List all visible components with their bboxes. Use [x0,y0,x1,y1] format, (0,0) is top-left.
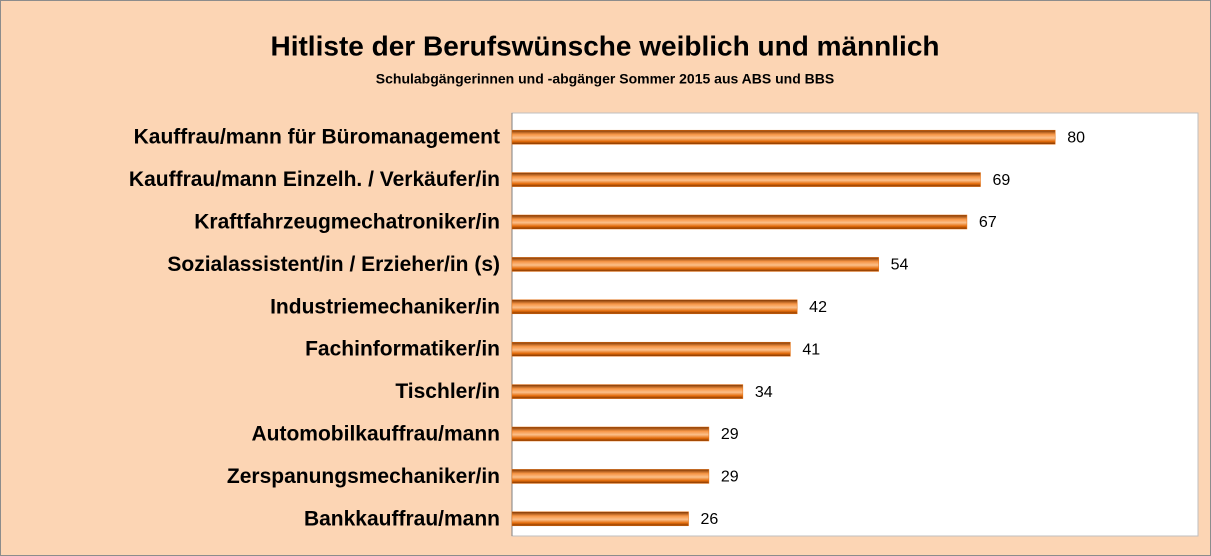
bar [511,172,981,187]
value-label: 29 [721,426,739,443]
y-tick-label: Tischler/in [395,380,500,403]
bar [511,426,710,442]
value-label: 34 [755,384,773,401]
y-tick-label: Fachinformatiker/in [305,338,500,361]
value-label: 41 [802,341,820,358]
value-label: 80 [1067,129,1085,146]
y-tick-label: Zerspanungsmechaniker/in [227,465,500,488]
y-tick-label: Kauffrau/mann für Büromanagement [134,126,500,149]
y-tick-label: Kauffrau/mann Einzelh. / Verkäufer/in [129,168,500,191]
bar [511,129,1056,145]
bar [511,384,744,399]
chart-subtitle: Schulabgängerinnen und -abgänger Sommer … [376,71,834,87]
bar [511,214,968,230]
bar [511,511,689,527]
y-tick-label: Sozialassistent/in / Erzieher/in (s) [167,253,500,276]
value-label: 67 [979,214,997,231]
value-label: 54 [891,257,909,274]
bar [511,299,798,315]
y-tick-label: Kraftfahrzeugmechatroniker/in [194,211,500,234]
bar [511,341,791,357]
bar [511,469,710,484]
y-tick-label: Industriemechaniker/in [270,295,500,318]
value-label: 42 [809,299,827,316]
value-label: 26 [701,511,719,528]
y-tick-label: Bankkauffrau/mann [304,507,500,530]
bar [511,257,879,272]
value-label: 29 [721,469,739,486]
y-tick-label: Automobilkauffrau/mann [251,423,500,446]
chart-title: Hitliste der Berufswünsche weiblich und … [270,30,939,61]
value-label: 69 [993,172,1011,189]
